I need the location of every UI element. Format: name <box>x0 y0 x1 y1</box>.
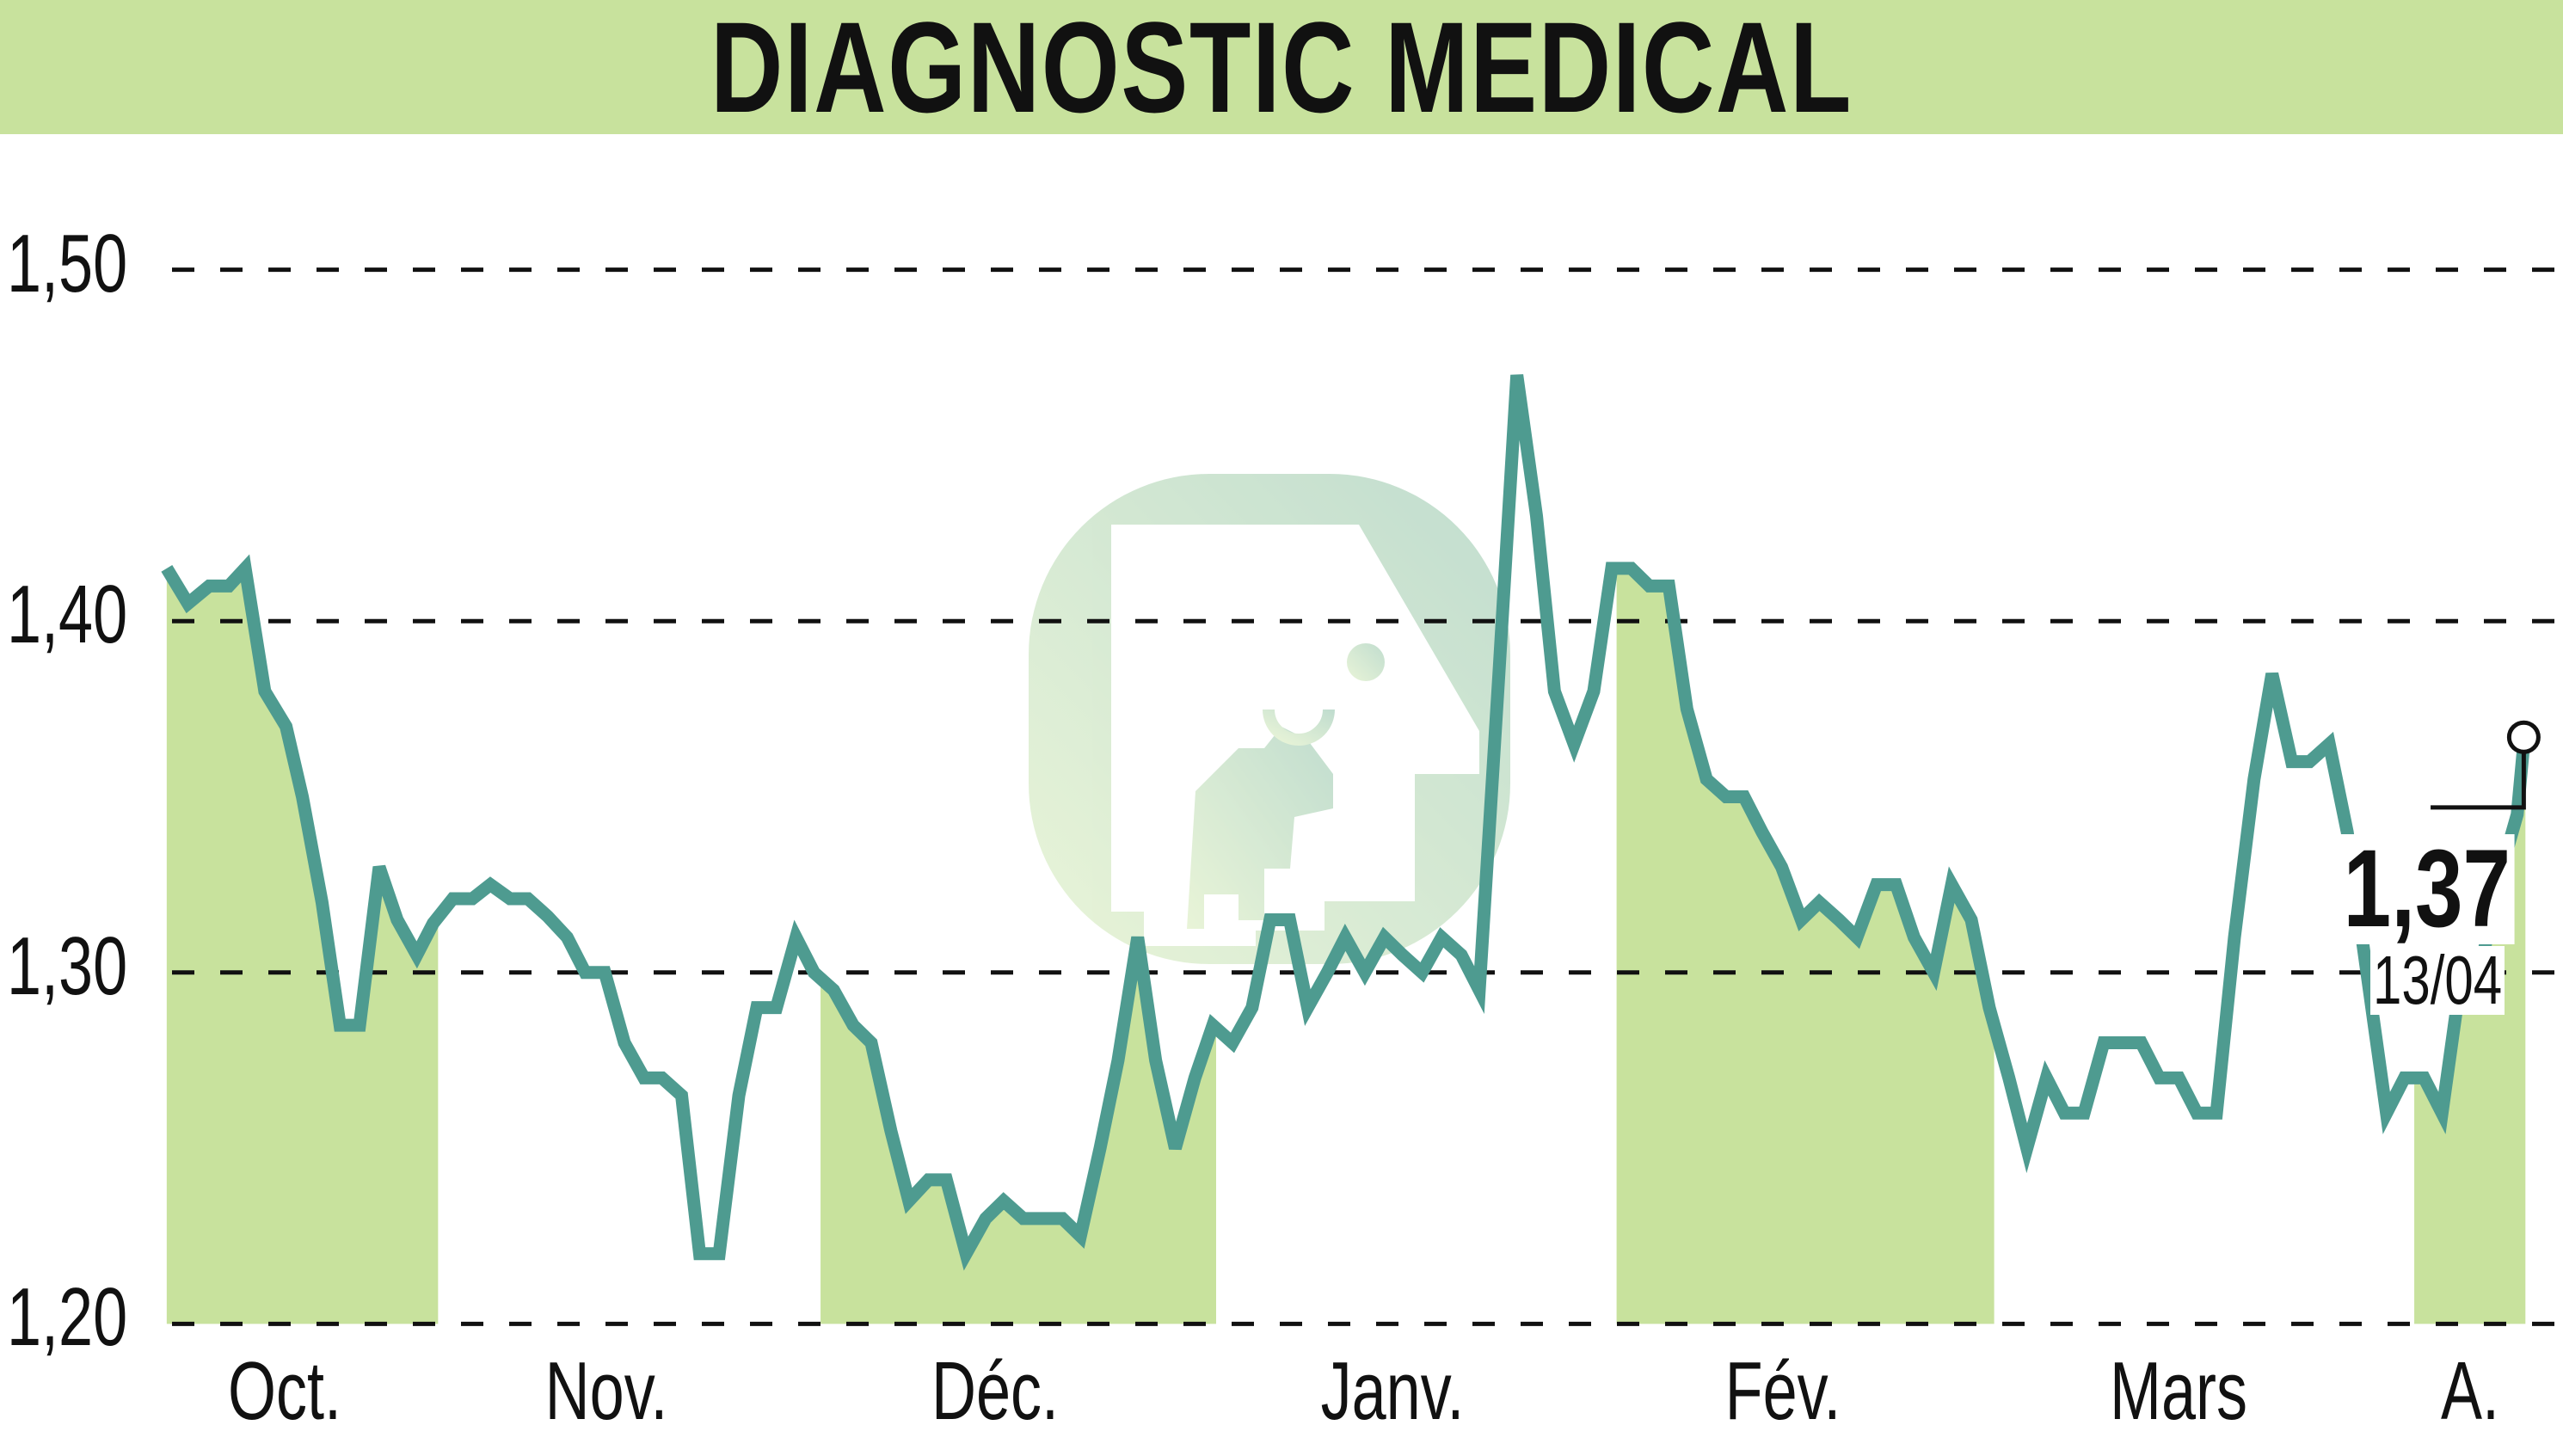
shaded-band <box>166 568 439 1324</box>
last-price-value: 1,37 <box>2339 834 2515 944</box>
x-month-label: Nov. <box>544 1345 668 1437</box>
y-tick-label: 1,30 <box>7 919 128 1012</box>
x-month-label: Oct. <box>227 1345 341 1437</box>
last-price-date: 13/04 <box>2370 946 2505 1015</box>
shaded-band <box>1616 568 1994 1324</box>
x-month-label: Janv. <box>1320 1345 1465 1437</box>
y-tick-label: 1,40 <box>7 568 128 661</box>
chart-title: DIAGNOSTIC MEDICAL <box>710 0 1853 139</box>
y-tick-label: 1,20 <box>7 1271 128 1364</box>
x-month-label: Fév. <box>1725 1345 1841 1437</box>
shaded-month-bands <box>166 568 2526 1324</box>
watermark-logo-icon <box>1029 474 1510 964</box>
price-line <box>161 374 2530 1271</box>
x-month-label: Mars <box>2110 1345 2248 1437</box>
x-month-label: Déc. <box>931 1345 1060 1437</box>
last-price-marker-icon <box>2431 720 2541 810</box>
gridlines <box>172 267 2563 1326</box>
title-bar <box>0 0 2563 134</box>
x-month-label: A. <box>2440 1345 2499 1437</box>
y-tick-label: 1,50 <box>7 217 128 310</box>
shaded-band <box>821 937 1216 1324</box>
